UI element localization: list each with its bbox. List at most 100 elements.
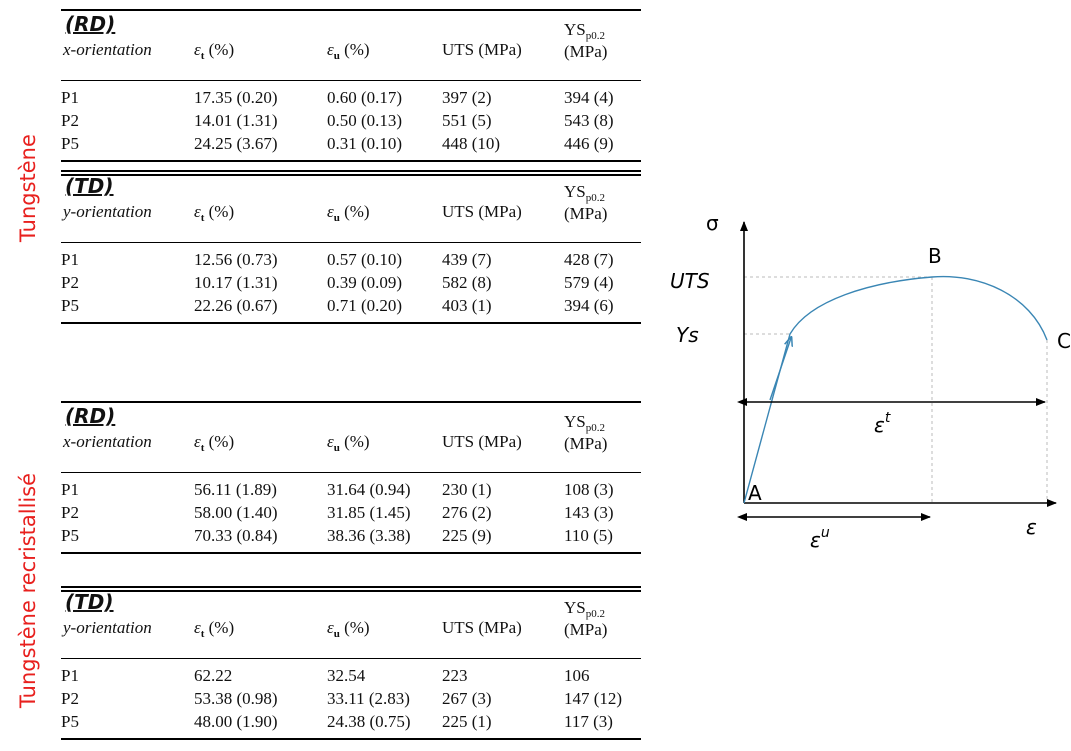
table-rule	[61, 590, 641, 592]
orientation-label: x-orientation	[63, 432, 152, 451]
table-cell: 267 (3)	[442, 689, 492, 708]
header-uts: UTS (MPa)	[442, 618, 522, 637]
table-cell: 394 (6)	[564, 296, 614, 315]
header-ys: YSp0.2 (MPa)	[564, 598, 608, 639]
point-b-label: B	[928, 244, 942, 268]
stress-strain-diagram: σ UTS Ys B C A εt εu ε	[670, 211, 1071, 552]
table-cell: 22.26 (0.67)	[194, 296, 278, 315]
table-rule	[61, 552, 641, 554]
table-cell: 582 (8)	[442, 273, 492, 292]
ys-label: Ys	[676, 323, 699, 347]
table-rule	[61, 401, 641, 403]
table-cell: 579 (4)	[564, 273, 614, 292]
table-cell: 38.36 (3.38)	[327, 526, 411, 545]
point-c-label: C	[1057, 329, 1071, 353]
table-cell: 10.17 (1.31)	[194, 273, 278, 292]
header-eps-u: εu (%)	[327, 40, 370, 62]
table-cell: 397 (2)	[442, 88, 492, 107]
eps-u-label: εu	[810, 525, 830, 552]
table-cell: 0.50 (0.13)	[327, 111, 403, 130]
table-1: (RD) x-orientation εt (%) εu (%) UTS (MPa) YS…	[61, 8, 641, 173]
stress-strain-curve	[743, 275, 1048, 504]
table-cell: 62.22	[194, 666, 233, 685]
table-title: (TD)	[65, 590, 114, 614]
row-label: P2	[61, 503, 79, 522]
table-cell: 403 (1)	[442, 296, 492, 315]
header-ys: YSp0.2 (MPa)	[564, 182, 608, 223]
table-rule	[61, 738, 641, 740]
table-rule	[61, 322, 641, 324]
table-cell: 33.11 (2.83)	[327, 689, 410, 708]
table-cell: 17.35 (0.20)	[194, 88, 278, 107]
table-title: (RD)	[65, 12, 116, 36]
row-label: P2	[61, 273, 79, 292]
table-cell: 31.85 (1.45)	[327, 503, 411, 522]
table-title: (TD)	[65, 174, 114, 198]
table-rule	[61, 242, 641, 244]
table-cell: 230 (1)	[442, 480, 492, 499]
side-label-tungstene: Tungstène	[16, 134, 40, 242]
table-cell: 225 (9)	[442, 526, 492, 545]
table-cell: 53.38 (0.98)	[194, 689, 278, 708]
header-eps-t: εt (%)	[194, 618, 235, 640]
header-eps-t: εt (%)	[194, 40, 235, 62]
row-label: P2	[61, 689, 79, 708]
header-eps-t: εt (%)	[194, 202, 235, 224]
table-cell: 143 (3)	[564, 503, 614, 522]
row-label: P5	[61, 712, 79, 731]
point-a-label: A	[748, 481, 762, 505]
table-rule	[61, 170, 641, 172]
table-cell: 56.11 (1.89)	[194, 480, 277, 499]
elastic-arrow	[769, 338, 791, 401]
row-label: P5	[61, 296, 79, 315]
table-cell: 106	[564, 666, 590, 685]
table-cell: 439 (7)	[442, 250, 492, 269]
table-cell: 446 (9)	[564, 134, 614, 153]
table-cell: 0.71 (0.20)	[327, 296, 403, 315]
table-cell: 0.39 (0.09)	[327, 273, 403, 292]
row-label: P1	[61, 666, 79, 685]
orientation-label: x-orientation	[63, 40, 152, 59]
row-label: P5	[61, 134, 79, 153]
table-rule	[61, 472, 641, 474]
table-rule	[61, 586, 641, 588]
header-ys: YSp0.2 (MPa)	[564, 412, 608, 453]
header-uts: UTS (MPa)	[442, 40, 522, 59]
eps-t-label: εt	[874, 410, 891, 437]
table-rule	[61, 160, 641, 162]
table-cell: 0.57 (0.10)	[327, 250, 403, 269]
table-cell: 108 (3)	[564, 480, 614, 499]
row-label: P5	[61, 526, 79, 545]
table-rule	[61, 174, 641, 176]
table-cell: 110 (5)	[564, 526, 613, 545]
table-cell: 24.25 (3.67)	[194, 134, 278, 153]
table-cell: 14.01 (1.31)	[194, 111, 278, 130]
orientation-label: y-orientation	[63, 618, 152, 637]
table-cell: 428 (7)	[564, 250, 614, 269]
table-3: (RD) x-orientation εt (%) εu (%) UTS (MPa) YS…	[61, 400, 641, 565]
epsilon-axis-label: ε	[1026, 515, 1037, 539]
table-2: (TD) y-orientation εt (%) εu (%) UTS (MPa) YS…	[61, 170, 641, 335]
header-ys: YSp0.2 (MPa)	[564, 20, 608, 61]
row-label: P1	[61, 480, 79, 499]
table-rule	[61, 9, 641, 11]
row-label: P1	[61, 250, 79, 269]
table-rule	[61, 80, 641, 82]
table-cell: 147 (12)	[564, 689, 623, 708]
table-cell: 0.31 (0.10)	[327, 134, 403, 153]
orientation-label: y-orientation	[63, 202, 152, 221]
uts-label: UTS	[670, 269, 710, 293]
table-4: (TD) y-orientation εt (%) εu (%) UTS (MPa) YS…	[61, 586, 641, 751]
table-rule	[61, 658, 641, 660]
table-cell: 32.54	[327, 666, 366, 685]
table-cell: 394 (4)	[564, 88, 614, 107]
table-cell: 225 (1)	[442, 712, 492, 731]
table-cell: 223	[442, 666, 468, 685]
table-cell: 24.38 (0.75)	[327, 712, 411, 731]
table-cell: 48.00 (1.90)	[194, 712, 278, 731]
header-eps-t: εt (%)	[194, 432, 235, 454]
header-eps-u: εu (%)	[327, 618, 370, 640]
sigma-label: σ	[706, 211, 719, 235]
header-eps-u: εu (%)	[327, 432, 370, 454]
row-label: P1	[61, 88, 79, 107]
